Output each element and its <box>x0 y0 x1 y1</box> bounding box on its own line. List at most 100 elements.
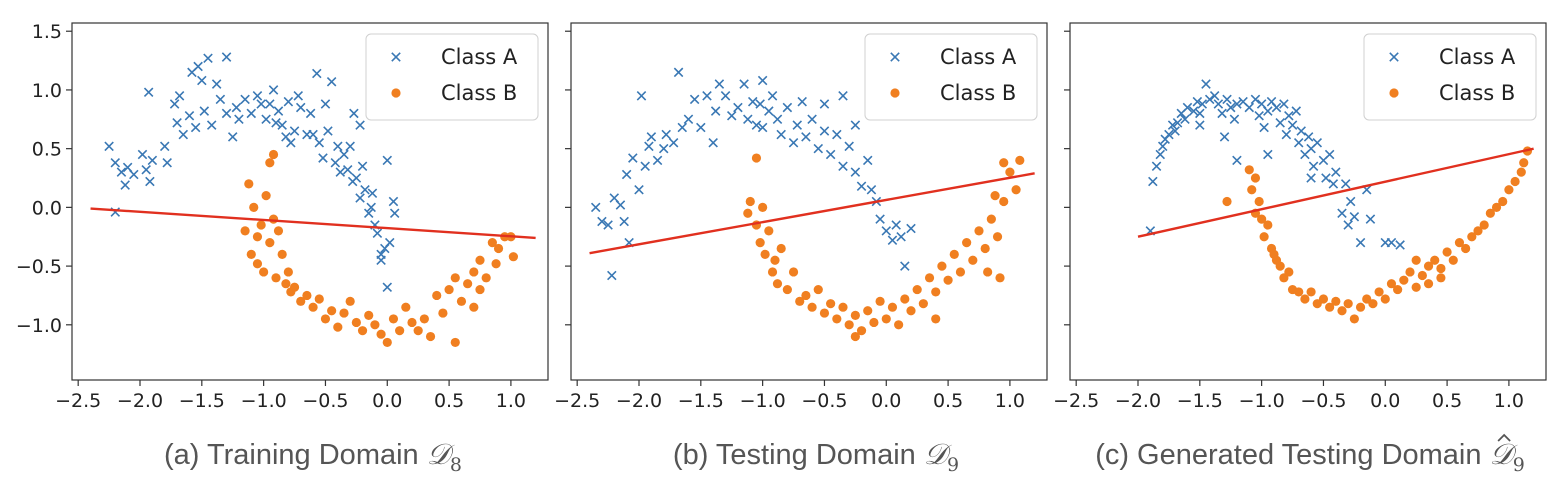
series-class-b <box>240 149 518 348</box>
x-tick-label: −2.0 <box>1115 390 1161 412</box>
legend-label: Class A <box>441 45 518 69</box>
class-b-point <box>1436 273 1446 283</box>
panel-caption: (b) Testing Domain 𝒟9 <box>673 437 959 476</box>
class-a-point <box>137 149 148 160</box>
class-a-point <box>1167 120 1178 130</box>
class-b-point <box>320 314 331 324</box>
class-b-point <box>881 314 891 324</box>
class-b-point <box>974 226 984 236</box>
class-b-point <box>838 302 848 312</box>
class-a-point <box>788 138 799 148</box>
class-b-point <box>795 296 805 306</box>
class-b-point <box>1306 287 1316 297</box>
caption-text: (b) Testing Domain <box>673 439 924 471</box>
class-a-point <box>312 68 322 79</box>
class-a-point <box>1217 108 1227 119</box>
class-a-point <box>388 196 399 207</box>
class-a-point <box>1279 99 1289 109</box>
class-a-point <box>1345 196 1356 207</box>
class-a-point <box>110 157 121 168</box>
class-b-point <box>1504 185 1514 195</box>
class-a-point <box>900 261 910 271</box>
class-b-point <box>801 290 811 301</box>
class-a-point <box>1263 149 1273 160</box>
class-b-point <box>1222 196 1232 207</box>
class-a-point <box>227 132 238 142</box>
class-b-point <box>1368 299 1378 309</box>
class-a-point <box>320 99 331 109</box>
x-tick-label: 0.5 <box>933 390 963 412</box>
class-a-point <box>1151 161 1162 172</box>
class-a-point <box>376 255 386 265</box>
class-a-point <box>357 161 368 172</box>
class-a-point <box>367 188 378 199</box>
class-a-point <box>273 106 284 116</box>
class-b-point <box>894 320 904 330</box>
class-b-point <box>259 267 269 277</box>
class-a-point <box>832 129 842 140</box>
class-a-point <box>1225 102 1236 113</box>
class-b-point <box>1294 287 1304 297</box>
legend-label: Class B <box>1439 81 1515 105</box>
class-b-point <box>249 202 259 212</box>
legend: Class A Class B <box>864 33 1038 121</box>
class-b-point <box>856 326 867 336</box>
class-a-point <box>807 114 817 125</box>
caption-domain-subscript: 8 <box>450 454 462 476</box>
class-a-point <box>1328 179 1339 189</box>
class-a-point <box>689 94 700 105</box>
class-a-point <box>246 108 257 119</box>
class-b-point <box>931 287 941 297</box>
class-a-point <box>1324 149 1335 160</box>
class-a-point <box>231 102 242 113</box>
class-a-point <box>891 220 901 230</box>
class-a-point <box>708 138 718 148</box>
class-a-point <box>862 155 873 166</box>
class-a-point <box>1281 129 1292 140</box>
class-b-point <box>463 279 473 289</box>
class-a-point <box>197 75 207 86</box>
class-a-point <box>881 226 892 236</box>
class-a-point <box>1275 118 1285 128</box>
class-b-point <box>450 273 460 283</box>
decision-boundary-line <box>589 172 1035 255</box>
class-b-point <box>1405 267 1415 277</box>
class-a-point <box>850 167 861 177</box>
class-b-point <box>345 296 355 306</box>
class-a-point <box>1337 208 1347 219</box>
class-b-point <box>493 243 504 254</box>
class-a-point <box>767 91 778 101</box>
class-a-point <box>203 53 213 63</box>
class-b-point <box>364 310 374 321</box>
class-a-point <box>1306 173 1316 183</box>
class-b-point <box>1263 220 1273 230</box>
class-a-point <box>683 114 694 125</box>
class-b-point <box>807 302 817 312</box>
class-b-point <box>1411 282 1421 292</box>
legend-marker-class-a <box>1389 52 1399 62</box>
class-a-point <box>345 141 355 152</box>
class-a-point <box>295 102 306 113</box>
class-a-point <box>850 120 861 130</box>
class-a-point <box>174 91 185 101</box>
x-tick-label: −2.5 <box>1053 390 1099 412</box>
class-a-point <box>743 114 753 125</box>
class-b-point <box>268 149 279 160</box>
chart-panel-1: −2.5 −2.0 −1.5 −1.0 −0.5 0.0 0.5 1.0 1.5 1.0 0.5 0.… <box>16 21 549 476</box>
class-a-point <box>813 143 824 154</box>
class-a-point <box>143 87 154 98</box>
x-tick-label: 1.0 <box>1494 390 1524 412</box>
class-b-point <box>1349 314 1359 324</box>
class-a-point <box>351 173 362 183</box>
x-tick-label: 0.0 <box>372 390 402 412</box>
class-b-point <box>1516 167 1526 177</box>
class-a-point <box>636 91 647 101</box>
class-a-point <box>677 122 688 133</box>
class-b-point <box>1491 202 1502 212</box>
class-a-point <box>363 208 374 219</box>
class-b-point <box>1479 220 1489 230</box>
x-tick-label: −2.0 <box>616 390 662 412</box>
class-a-point <box>838 91 848 101</box>
